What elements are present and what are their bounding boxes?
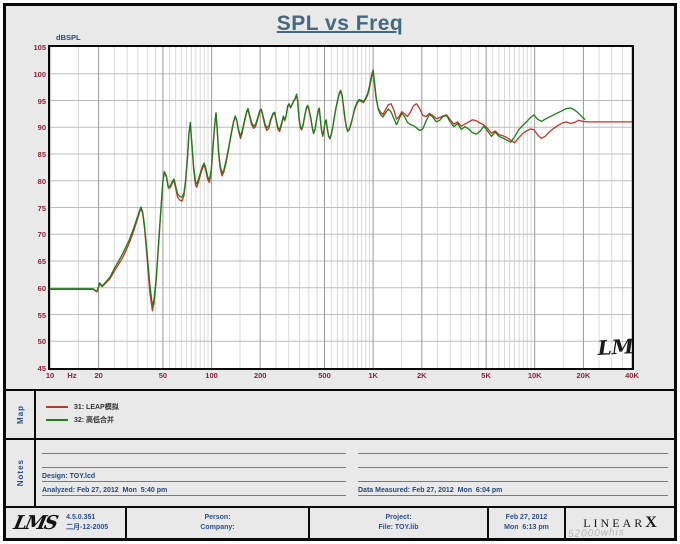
file-label: File: TOY.lib <box>378 524 419 531</box>
section-divider <box>6 506 674 508</box>
y-tick-label: 105 <box>33 43 46 52</box>
linearx-logo: LINEARX <box>583 514 657 531</box>
y-tick-label: 55 <box>37 310 46 320</box>
y-tick-label: 80 <box>37 176 46 186</box>
chart-section: SPL vs Freq dBSPL LMS 105 100 95 90 85 80 75 70… <box>6 6 674 389</box>
y-tick-label: 50 <box>37 337 46 347</box>
notes-line <box>358 456 668 468</box>
x-tick-label: 100 <box>205 371 218 380</box>
notes-line <box>42 456 346 468</box>
x-tick-label: 1K <box>368 371 378 380</box>
notes-panel: Notes Design: TOY.lcd Analyzed: Feb 27, 2… <box>6 440 674 506</box>
spl-vs-freq-plot: LMS <box>49 47 649 368</box>
status-bar: LMS 4.5.0.351 二月-12-2005 Person: Company… <box>6 508 674 538</box>
y-tick-label: 65 <box>37 257 46 266</box>
status-cell-version: LMS 4.5.0.351 二月-12-2005 <box>6 508 127 538</box>
person-label: Person: <box>204 514 231 521</box>
lms-window: SPL vs Freq dBSPL LMS 105 100 95 90 85 80 75 70… <box>3 3 677 541</box>
curve-leap-sim <box>49 69 586 307</box>
project-label: Project: <box>385 514 412 521</box>
legend-entry: 32: 高低合并 <box>46 413 119 426</box>
section-divider <box>6 438 674 440</box>
y-tick-label: 85 <box>37 150 46 159</box>
legend: 31: LEAP模拟 32: 高低合并 <box>46 400 119 426</box>
x-tick-label: 40K <box>625 371 639 380</box>
x-tick-label: 500 <box>318 371 331 380</box>
notes-line: Design: TOY.lcd <box>42 470 346 482</box>
status-cell-project: Project: File: TOY.lib <box>310 508 489 538</box>
notes-line <box>358 442 668 454</box>
status-cell-person: Person: Company: <box>127 508 310 538</box>
y-tick-label: 70 <box>37 230 46 240</box>
legend-swatch <box>46 405 68 408</box>
x-tick-label: 20K <box>576 371 591 380</box>
legend-label: 31: LEAP模拟 <box>74 403 119 411</box>
y-tick-label: 60 <box>37 283 46 293</box>
corner-watermark: 52000whis <box>567 527 625 540</box>
y-tick-label: 45 <box>37 364 46 373</box>
legend-swatch <box>46 418 68 421</box>
y-axis-unit-label: dBSPL <box>56 33 81 42</box>
map-panel-label: Map <box>15 405 25 424</box>
status-time: Mon 6:13 pm <box>504 524 549 531</box>
x-tick-label: 2K <box>416 371 427 380</box>
notes-panel-label: Notes <box>15 459 25 487</box>
map-panel: Map 31: LEAP模拟 32: 高低合并 <box>6 391 674 438</box>
x-tick-label: 50 <box>158 371 168 380</box>
version-number: 4.5.0.351 <box>66 514 96 521</box>
version-date: 二月-12-2005 <box>66 524 109 531</box>
notes-line: Analyzed: Feb 27, 2012 Mon 5:40 pm <box>42 484 346 496</box>
notes-column-right: Data Measured: Feb 27, 2012 Mon 6:04 pm <box>358 440 668 506</box>
notes-line <box>42 442 346 454</box>
status-cell-brand: LINEARX 52000whis <box>566 508 674 538</box>
x-tick-label: 200 <box>253 371 267 380</box>
y-tick-label: 100 <box>33 69 46 79</box>
lms-logo: LMS <box>11 512 59 534</box>
x-tick-label: 10K <box>527 371 542 380</box>
y-tick-label: 90 <box>37 123 46 133</box>
notes-column-left: Design: TOY.lcd Analyzed: Feb 27, 2012 Mo… <box>42 440 346 506</box>
y-tick-label: 75 <box>37 203 46 213</box>
plot-watermark: LMS <box>596 333 632 360</box>
plot-frame: LMS <box>48 45 649 370</box>
y-tick-label: 95 <box>37 96 46 106</box>
map-panel-sidebar: Map <box>6 391 36 438</box>
status-date: Feb 27, 2012 <box>505 514 548 521</box>
legend-entry: 31: LEAP模拟 <box>46 400 119 413</box>
chart-title: SPL vs Freq <box>276 12 404 35</box>
section-divider <box>6 389 674 391</box>
x-tick-label: 10 <box>45 371 55 380</box>
x-axis-unit-label: Hz <box>67 371 77 380</box>
notes-panel-sidebar: Notes <box>6 440 36 506</box>
status-cell-datetime: Feb 27, 2012 Mon 6:13 pm <box>489 508 566 538</box>
company-label: Company: <box>200 524 235 531</box>
notes-line: Data Measured: Feb 27, 2012 Mon 6:04 pm <box>358 484 668 496</box>
legend-label: 32: 高低合并 <box>74 416 115 424</box>
notes-line <box>358 470 668 482</box>
x-tick-label: 5K <box>481 371 491 380</box>
curve-measured <box>49 70 633 312</box>
x-tick-label: 20 <box>94 371 103 380</box>
